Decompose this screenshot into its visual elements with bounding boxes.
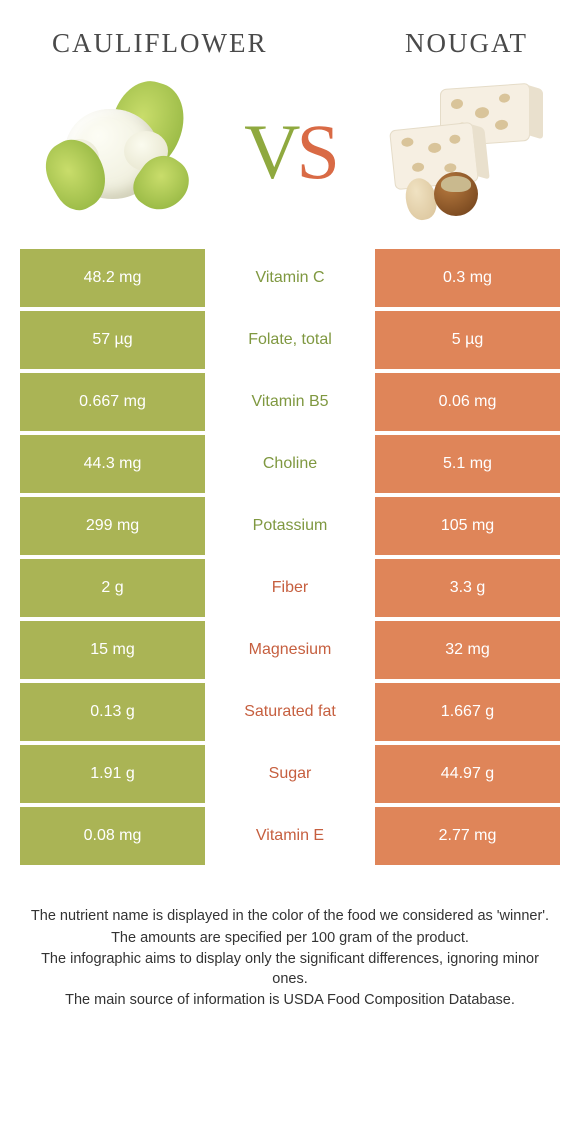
table-row: 44.3 mgCholine5.1 mg: [20, 435, 560, 493]
note-line: The infographic aims to display only the…: [30, 950, 550, 989]
cauliflower-image: [44, 77, 194, 227]
table-row: 15 mgMagnesium32 mg: [20, 621, 560, 679]
table-row: 1.91 gSugar44.97 g: [20, 745, 560, 803]
vs-label: VS: [244, 107, 336, 197]
nutrient-label: Fiber: [205, 559, 375, 617]
value-left: 1.91 g: [20, 745, 205, 803]
nutrient-label: Sugar: [205, 745, 375, 803]
table-row: 0.667 mgVitamin B50.06 mg: [20, 373, 560, 431]
value-left: 0.08 mg: [20, 807, 205, 865]
table-row: 0.13 gSaturated fat1.667 g: [20, 683, 560, 741]
value-right: 0.06 mg: [375, 373, 560, 431]
value-right: 105 mg: [375, 497, 560, 555]
comparison-table: 48.2 mgVitamin C0.3 mg57 µgFolate, total…: [0, 249, 580, 865]
note-line: The amounts are specified per 100 gram o…: [30, 929, 550, 949]
table-row: 2 gFiber3.3 g: [20, 559, 560, 617]
value-right: 44.97 g: [375, 745, 560, 803]
table-row: 0.08 mgVitamin E2.77 mg: [20, 807, 560, 865]
table-row: 48.2 mgVitamin C0.3 mg: [20, 249, 560, 307]
value-right: 0.3 mg: [375, 249, 560, 307]
nougat-image: [386, 77, 536, 227]
value-left: 57 µg: [20, 311, 205, 369]
value-right: 32 mg: [375, 621, 560, 679]
nutrient-label: Saturated fat: [205, 683, 375, 741]
value-left: 48.2 mg: [20, 249, 205, 307]
nutrient-label: Folate, total: [205, 311, 375, 369]
value-right: 5.1 mg: [375, 435, 560, 493]
value-right: 1.667 g: [375, 683, 560, 741]
value-right: 2.77 mg: [375, 807, 560, 865]
table-row: 57 µgFolate, total5 µg: [20, 311, 560, 369]
header: CAULIFLOWER NOUGAT: [0, 0, 580, 59]
nutrient-label: Vitamin E: [205, 807, 375, 865]
note-line: The main source of information is USDA F…: [30, 991, 550, 1011]
vs-s: S: [296, 108, 335, 195]
vs-v: V: [244, 108, 296, 195]
title-left: CAULIFLOWER: [52, 28, 267, 59]
value-left: 2 g: [20, 559, 205, 617]
title-right: NOUGAT: [405, 28, 528, 59]
nutrient-label: Vitamin C: [205, 249, 375, 307]
table-row: 299 mgPotassium105 mg: [20, 497, 560, 555]
footer-notes: The nutrient name is displayed in the co…: [0, 865, 580, 1011]
value-left: 44.3 mg: [20, 435, 205, 493]
nutrient-label: Magnesium: [205, 621, 375, 679]
value-left: 15 mg: [20, 621, 205, 679]
images-row: VS: [0, 59, 580, 249]
value-right: 3.3 g: [375, 559, 560, 617]
value-right: 5 µg: [375, 311, 560, 369]
nutrient-label: Vitamin B5: [205, 373, 375, 431]
value-left: 0.13 g: [20, 683, 205, 741]
nutrient-label: Choline: [205, 435, 375, 493]
value-left: 299 mg: [20, 497, 205, 555]
note-line: The nutrient name is displayed in the co…: [30, 907, 550, 927]
value-left: 0.667 mg: [20, 373, 205, 431]
nutrient-label: Potassium: [205, 497, 375, 555]
